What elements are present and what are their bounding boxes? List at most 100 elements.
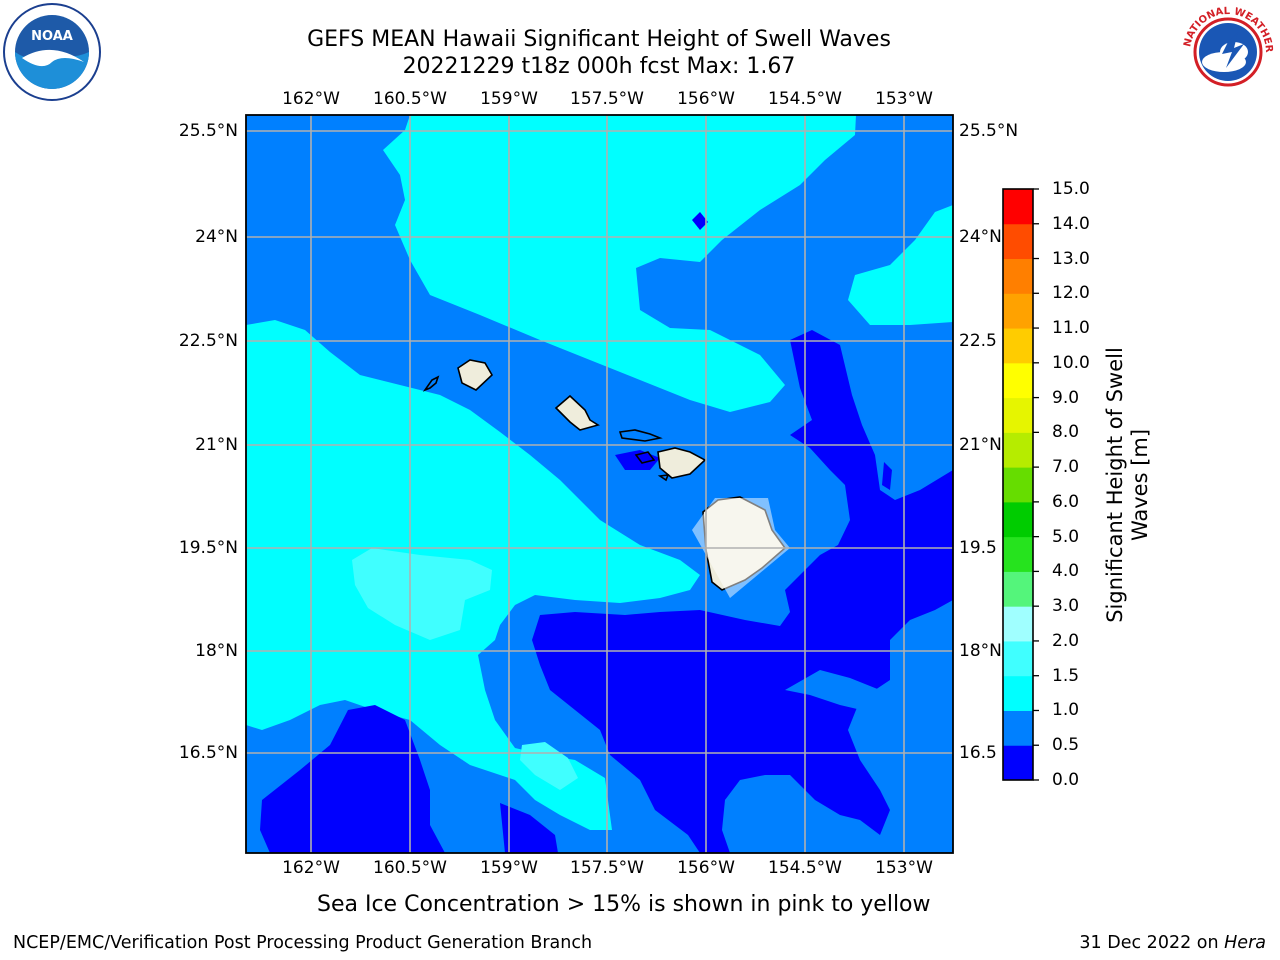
colorbar-level-label: 6.0	[1052, 491, 1080, 512]
lon-tick-label-bottom: 160.5°W	[373, 858, 447, 878]
colorbar-level-label: 0.0	[1052, 770, 1080, 790]
gridlines	[246, 115, 953, 853]
colorbar-segment	[1003, 223, 1033, 260]
lon-tick-label-bottom: 156°W	[677, 858, 735, 878]
lon-tick-label-top: 159°W	[480, 89, 538, 109]
lon-tick-label-top: 162°W	[282, 89, 340, 109]
sea-ice-note: Sea Ice Concentration > 15% is shown in …	[317, 892, 931, 917]
colorbar-level-label: 1.5	[1052, 665, 1080, 686]
lat-tick-label-left: 22.5°N	[178, 331, 238, 351]
contour-band-1.0-1.5-north	[246, 115, 856, 412]
colorbar-segment	[1003, 640, 1033, 677]
colorbar-segment	[1003, 397, 1033, 433]
lon-tick-label-bottom: 153°W	[875, 858, 933, 878]
footer-date-text: 31 Dec 2022 on	[1079, 933, 1225, 953]
colorbar-level-label: 14.0	[1052, 213, 1090, 234]
colorbar-level-label: 1.0	[1052, 700, 1080, 721]
colorbar-level-label: 12.0	[1052, 283, 1090, 304]
lon-tick-label-bottom: 159°W	[480, 858, 538, 878]
contour-band-1.5-2.0-west	[352, 548, 492, 640]
colorbar-level-label: 5.0	[1052, 526, 1080, 547]
colorbar-segment	[1003, 501, 1033, 538]
lat-tick-label-left: 24°N	[195, 227, 238, 247]
colorbar-segment	[1003, 536, 1033, 572]
contour-band-0.0-0.5-pocket2	[692, 212, 708, 230]
colorbar-segment	[1003, 675, 1033, 711]
map-subtitle: 20221229 t18z 000h fcst Max: 1.67	[402, 54, 796, 79]
colorbar-level-label: 0.5	[1052, 735, 1080, 756]
lat-tick-label-right: 19.5	[959, 538, 997, 558]
contour-band-0.0-0.5-s	[500, 803, 558, 853]
island-kahoolawe	[657, 474, 670, 482]
colorbar-segment	[1003, 745, 1033, 781]
noaa-logo: NOAA	[3, 3, 101, 101]
lat-tick-label-left: 21°N	[195, 435, 238, 455]
lat-tick-label-right: 18°N	[959, 641, 1002, 661]
colorbar-segment	[1003, 328, 1033, 364]
colorbar-level-label: 15.0	[1052, 179, 1090, 199]
contour-band-1.5-2.0-south	[520, 742, 578, 790]
colorbar-segment	[1003, 189, 1033, 225]
lon-tick-label-bottom: 154.5°W	[768, 858, 842, 878]
colorbar-segment	[1003, 571, 1033, 607]
contour-band-0.5-1.0-inner2	[785, 670, 885, 712]
contour-band-1.0-1.5-ne	[848, 205, 953, 325]
lon-tick-label-top: 153°W	[875, 89, 933, 109]
contour-band-0.0-0.5-pocket	[615, 450, 660, 470]
lat-tick-label-right: 25.5°N	[959, 121, 1019, 141]
colorbar-segment	[1003, 258, 1033, 294]
colorbar-level-label: 2.0	[1052, 630, 1080, 651]
map-title: GEFS MEAN Hawaii Significant Height of S…	[307, 27, 891, 52]
lat-tick-label-right: 21°N	[959, 435, 1002, 455]
colorbar-level-label: 4.0	[1052, 561, 1080, 582]
colorbar-level-label: 7.0	[1052, 457, 1080, 478]
colorbar-level-label: 8.0	[1052, 422, 1080, 443]
island-maui	[657, 447, 707, 479]
colorbar-level-label: 3.0	[1052, 596, 1080, 617]
nws-logo: NATIONAL WEATHER SERVICE	[1178, 2, 1275, 99]
footer-branch: NCEP/EMC/Verification Post Processing Pr…	[13, 933, 593, 953]
colorbar-level-label: 9.0	[1052, 387, 1080, 408]
lat-tick-label-left: 18°N	[195, 641, 238, 661]
island-oahu	[554, 394, 600, 431]
footer-host: Hera	[1224, 933, 1266, 953]
contour-band-0.5-1.0-inner	[722, 778, 805, 853]
lon-tick-label-top: 156°W	[677, 89, 735, 109]
colorbar-title-line2: Waves [m]	[1128, 428, 1152, 542]
contour-band-0.0-0.5-south	[532, 330, 953, 853]
lat-tick-label-right: 24°N	[959, 227, 1002, 247]
lon-tick-label-bottom: 157.5°W	[570, 858, 644, 878]
colorbar-level-label: 10.0	[1052, 352, 1090, 373]
colorbar-level-label: 11.0	[1052, 318, 1090, 339]
lon-tick-label-top: 157.5°W	[570, 89, 644, 109]
lon-tick-label-top: 154.5°W	[768, 89, 842, 109]
lat-tick-label-left: 16.5°N	[178, 743, 238, 763]
lat-tick-label-right: 16.5	[959, 743, 997, 763]
lat-tick-label-left: 25.5°N	[178, 121, 238, 141]
island-molokai	[618, 429, 663, 442]
colorbar-segment	[1003, 432, 1033, 468]
colorbar-segment	[1003, 293, 1033, 329]
colorbar-level-label: 13.0	[1052, 248, 1090, 269]
colorbar	[1002, 188, 1039, 781]
island-kauai	[457, 359, 494, 391]
contour-band-0.0-0.5-pocket3	[882, 462, 892, 490]
colorbar-segment	[1003, 362, 1033, 399]
contour-band-0.0-0.5-sw	[260, 705, 445, 853]
contour-field	[246, 115, 953, 853]
lat-tick-label-right: 22.5	[959, 331, 997, 351]
footer-date: 31 Dec 2022 on Hera	[1079, 933, 1266, 953]
lon-tick-label-top: 160.5°W	[373, 89, 447, 109]
island-lanai	[634, 451, 656, 464]
colorbar-segment	[1003, 710, 1033, 746]
colorbar-segment	[1003, 606, 1033, 642]
island-niihau	[422, 375, 440, 392]
colorbar-frame	[1002, 188, 1034, 781]
colorbar-title-line1: Significant Height of Swell	[1103, 347, 1127, 623]
lat-tick-label-left: 19.5°N	[178, 538, 238, 558]
map-frame	[245, 114, 954, 854]
colorbar-segment	[1003, 467, 1033, 503]
svg-text:NOAA: NOAA	[31, 29, 73, 44]
lon-tick-label-bottom: 162°W	[282, 858, 340, 878]
